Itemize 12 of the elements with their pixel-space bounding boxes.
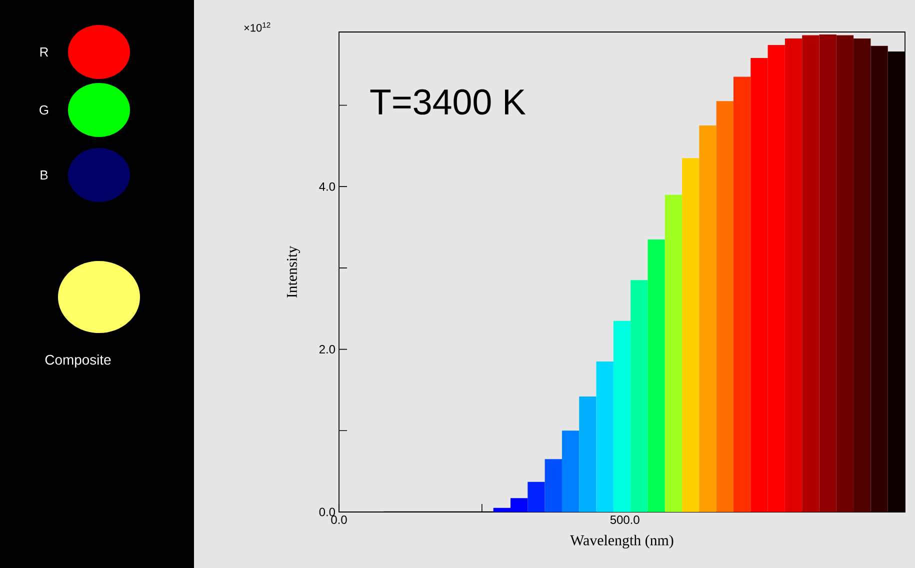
text: B xyxy=(40,170,48,180)
x-tick-label: 500.0 xyxy=(610,516,640,524)
text: Composite xyxy=(45,354,111,368)
y-tick-label: 0.0 xyxy=(319,508,336,516)
y-tick-label: 4.0 xyxy=(319,182,336,191)
y-axis-title: Intensity xyxy=(286,246,300,298)
x-axis-title: Wavelength (nm) xyxy=(570,534,674,548)
annotation: T=3400 K xyxy=(370,89,526,115)
text: ×10$^{12}$ xyxy=(244,22,270,32)
y-tick-label: 2.0 xyxy=(319,345,336,354)
text: R xyxy=(40,48,48,56)
text: G xyxy=(40,105,48,115)
